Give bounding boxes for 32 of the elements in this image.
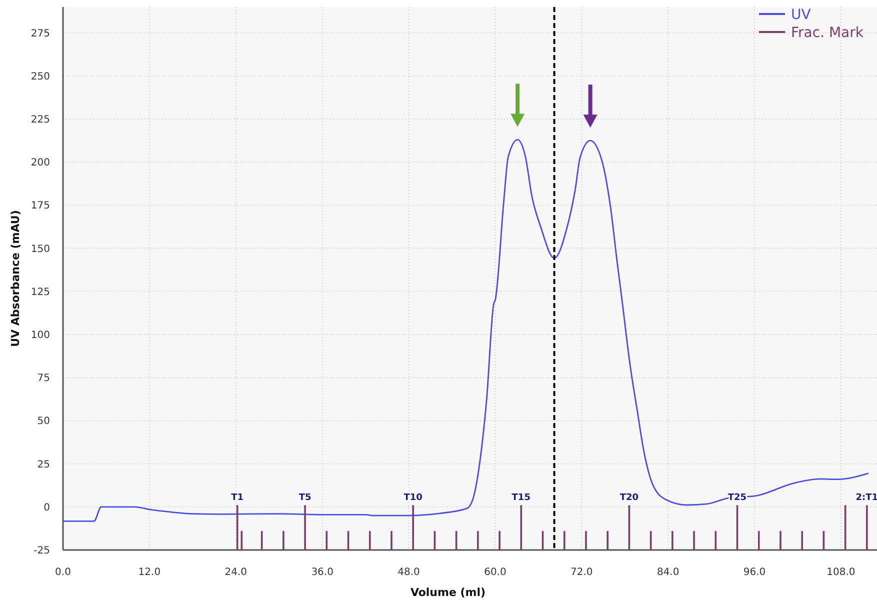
legend-label: Frac. Mark [791, 25, 864, 41]
annotation: T1 [231, 493, 244, 504]
annotation: T5 [298, 493, 312, 504]
legend-label: UV [791, 7, 812, 23]
y-tick-label: 150 [30, 244, 50, 255]
x-tick-label: 72.0 [570, 567, 593, 578]
y-tick-label: 100 [30, 330, 50, 342]
x-tick-label: 48.0 [398, 567, 420, 578]
y-tick-label: 0 [44, 502, 50, 514]
x-axis-title: Volume (ml) [410, 586, 486, 599]
y-tick-label: 50 [37, 416, 50, 428]
x-tick-label: 84.0 [656, 567, 680, 578]
y-tick-label: -25 [34, 546, 50, 556]
y-tick-label: 250 [30, 71, 50, 82]
x-tick-label: 108.0 [826, 567, 856, 578]
x-tick-label: 0.0 [55, 567, 71, 578]
y-tick-label: 75 [37, 373, 50, 384]
x-tick-label: 24.0 [224, 567, 248, 578]
y-tick-label: 175 [30, 200, 50, 212]
y-tick-label: 275 [30, 28, 50, 40]
x-tick-label: 96.0 [743, 567, 766, 578]
y-tick-label: 25 [37, 459, 50, 470]
annotation: T10 [404, 493, 422, 504]
annotation: T15 [512, 493, 530, 504]
y-tick-label: 225 [30, 114, 50, 126]
x-tick-label: 36.0 [311, 567, 334, 578]
y-axis-title: UV Absorbance (mAU) [9, 210, 22, 347]
x-tick-label: 60.0 [484, 567, 506, 578]
y-tick-label: 200 [30, 158, 50, 169]
x-tick-label: 12.0 [138, 567, 161, 578]
annotation: T20 [620, 493, 639, 504]
y-tick-label: 125 [30, 286, 50, 298]
